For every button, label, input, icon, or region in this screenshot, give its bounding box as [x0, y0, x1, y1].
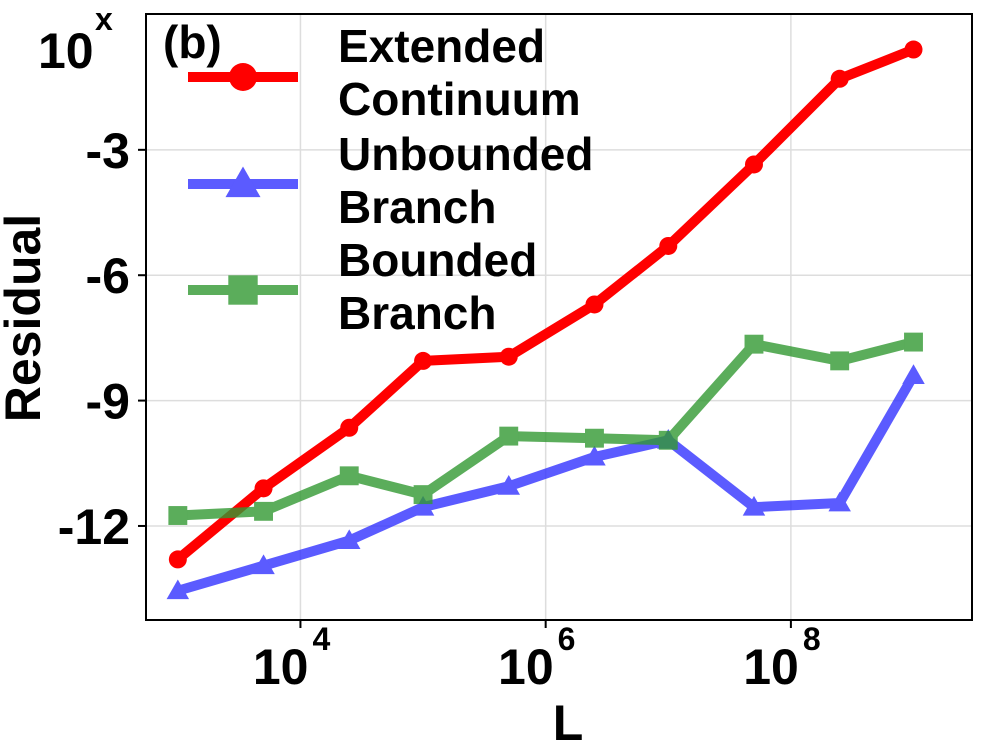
data-point [828, 491, 851, 512]
data-point [414, 351, 433, 370]
y-tick-label: -12 [58, 499, 130, 555]
legend-marker [228, 275, 258, 305]
data-point [413, 485, 433, 505]
x-tick-label-exponent: 4 [312, 621, 330, 657]
data-point [585, 295, 604, 314]
data-point [583, 445, 606, 466]
x-tick-label-exponent: 8 [803, 621, 821, 657]
legend-label: Unbounded [338, 128, 594, 180]
data-point [497, 475, 521, 495]
x-tick-label-base: 10 [743, 639, 799, 695]
data-point [337, 529, 361, 550]
data-point [585, 428, 604, 448]
data-point [659, 236, 678, 255]
data-point [744, 155, 763, 174]
legend-item [188, 63, 298, 91]
data-point [830, 351, 850, 371]
data-point [902, 364, 925, 384]
data-point [254, 479, 273, 498]
axes-layer: 10 4 10 6 10 8-3-6-9-12 [58, 123, 821, 695]
series-unbounded-branch [166, 364, 925, 600]
y-tick-label: -3 [86, 123, 130, 179]
legend-label: Branch [338, 181, 496, 233]
legend-label: Continuum [338, 73, 581, 125]
data-point [499, 347, 518, 366]
legend-label: Bounded [338, 234, 537, 286]
y-tick-label: -9 [86, 374, 130, 430]
series-layer [166, 40, 925, 600]
plot-frame [145, 13, 973, 621]
data-point [742, 495, 766, 516]
x-tick-label-exponent: 6 [558, 621, 576, 657]
series-extended-continuum [168, 40, 923, 569]
x-tick-label-base: 10 [253, 639, 309, 695]
panel-label: (b) [163, 16, 222, 68]
y-exponent-label: 10 x [38, 1, 113, 79]
y-exponent-base: 10 [38, 23, 94, 79]
legend-marker [225, 166, 261, 198]
data-point [340, 418, 359, 437]
data-point [166, 579, 190, 600]
legend-label: Extended [338, 20, 545, 72]
data-point [744, 334, 764, 354]
legend-label: Branch [338, 287, 496, 339]
y-axis-title: Residual [0, 214, 51, 422]
data-point [254, 501, 273, 521]
data-point [830, 69, 849, 88]
series-bounded-branch [168, 332, 923, 525]
legend-marker [229, 63, 257, 91]
legend: ExtendedContinuumUnboundedBranchBoundedB… [188, 20, 594, 339]
data-point [168, 550, 187, 569]
data-point [411, 495, 435, 516]
y-exponent-power: x [95, 1, 113, 37]
data-point [658, 430, 678, 450]
data-point [904, 40, 923, 59]
x-axis-title: L [553, 695, 584, 747]
grid [146, 14, 972, 620]
x-tick-label-base: 10 [498, 639, 554, 695]
series-line [172, 337, 919, 521]
y-tick-label: -6 [86, 248, 130, 304]
data-point [904, 332, 923, 352]
series-line [172, 370, 919, 596]
legend-item [188, 275, 298, 305]
series-line [172, 44, 919, 565]
data-point [168, 506, 188, 525]
data-point [252, 554, 275, 575]
legend-item [188, 166, 298, 198]
data-point [339, 466, 359, 486]
data-point [499, 426, 519, 446]
